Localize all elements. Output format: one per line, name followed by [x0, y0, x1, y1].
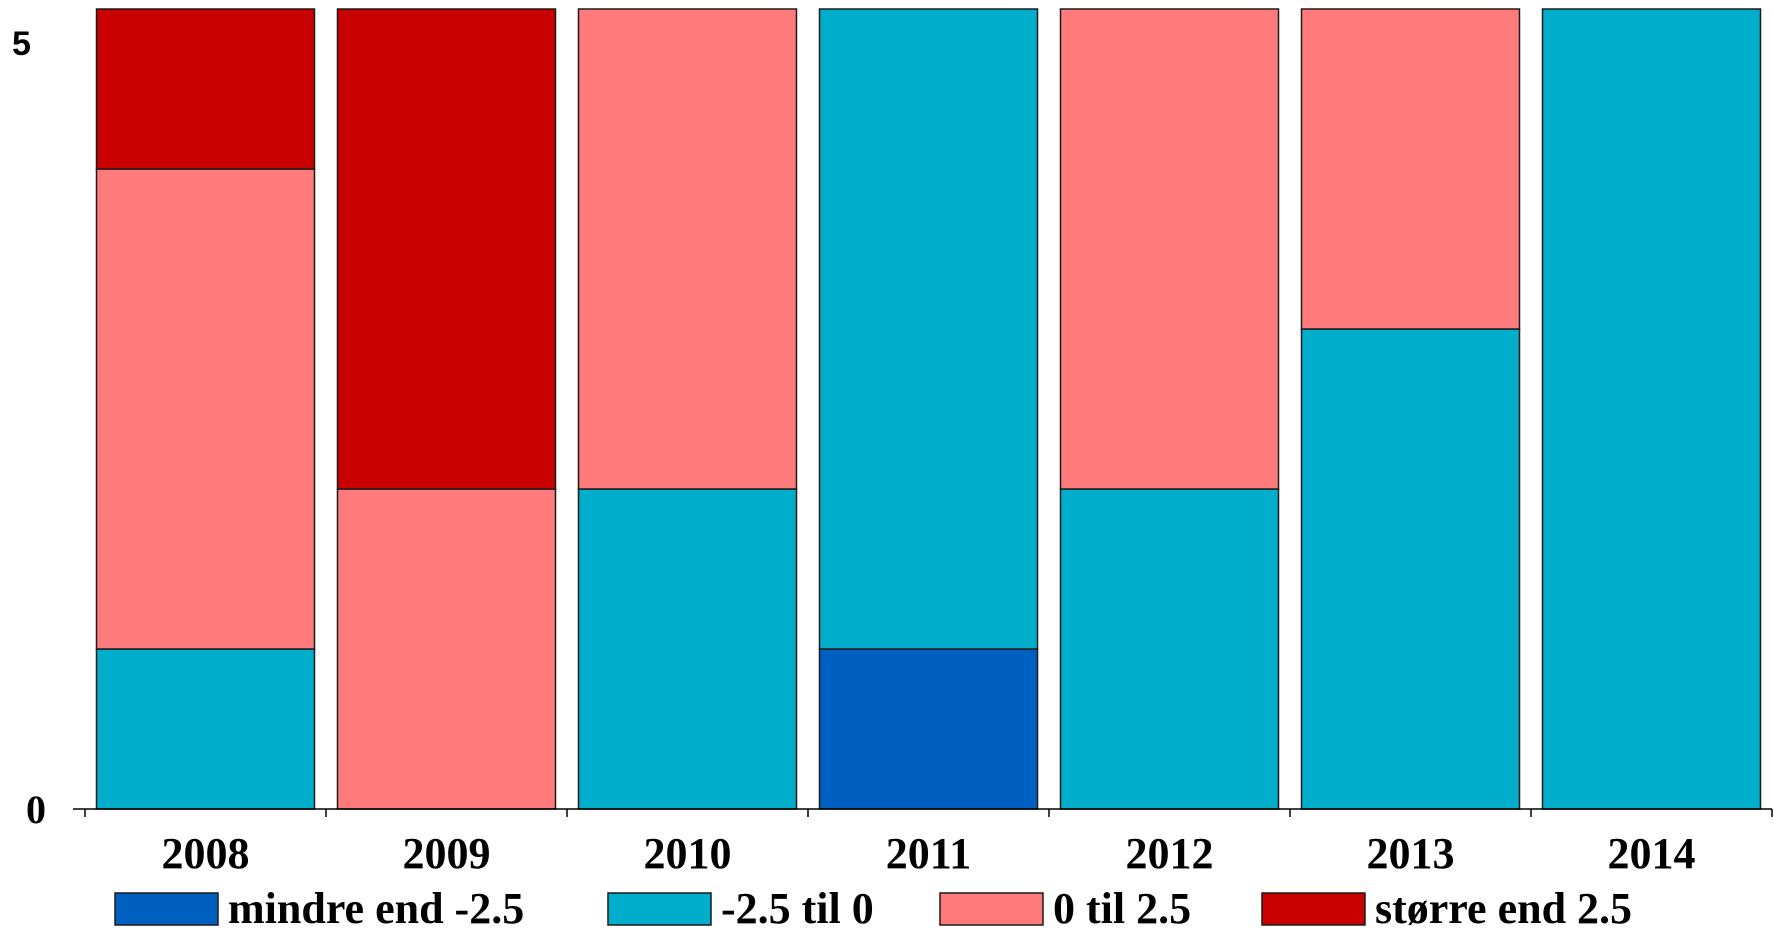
legend-swatch-3 — [1261, 892, 1366, 926]
x-tick-label: 2012 — [1126, 829, 1214, 878]
y-tick-label: 0 — [26, 787, 46, 832]
bar-segment-2011-series-1 — [818, 8, 1039, 650]
x-tick-label: 2014 — [1608, 829, 1696, 878]
x-tick-label: 2009 — [403, 829, 491, 878]
legend-swatch-1 — [607, 892, 712, 926]
legend-label-3: større end 2.5 — [1375, 884, 1632, 933]
bar-segment-2012-series-1 — [1059, 488, 1280, 810]
bar-segment-2014-series-1 — [1541, 8, 1762, 810]
bar-segment-2011-series-0 — [818, 648, 1039, 810]
bar-segment-2010-series-2 — [577, 8, 798, 490]
legend-swatch-0 — [114, 892, 219, 926]
legend: mindre end -2.5 -2.5 til 0 0 til 2.5 større… — [114, 884, 1632, 933]
x-tick-label: 2008 — [162, 829, 250, 878]
bar-segment-2009-series-3 — [336, 8, 557, 490]
legend-label-1: -2.5 til 0 — [721, 884, 874, 933]
y-tick-label: 5 — [12, 25, 31, 63]
x-tick-label: 2010 — [644, 829, 732, 878]
x-tick-label: 2011 — [886, 829, 972, 878]
bar-segment-2008-series-1 — [95, 648, 316, 810]
bar-segment-2013-series-2 — [1300, 8, 1521, 330]
bar-segment-2009-series-2 — [336, 488, 557, 810]
bar-segment-2010-series-1 — [577, 488, 798, 810]
legend-label-2: 0 til 2.5 — [1053, 884, 1191, 933]
bar-segment-2008-series-2 — [95, 168, 316, 650]
legend-swatch-2 — [939, 892, 1044, 926]
bar-segment-2013-series-1 — [1300, 328, 1521, 810]
bars-layer — [95, 8, 1762, 810]
bar-segment-2012-series-2 — [1059, 8, 1280, 490]
legend-label-0: mindre end -2.5 — [228, 884, 524, 933]
x-tick-label: 2013 — [1367, 829, 1455, 878]
bar-segment-2008-series-3 — [95, 8, 316, 170]
axis-layer: 2008 2009 2010 2011 2012 2013 2014 5 0 — [12, 25, 1773, 878]
